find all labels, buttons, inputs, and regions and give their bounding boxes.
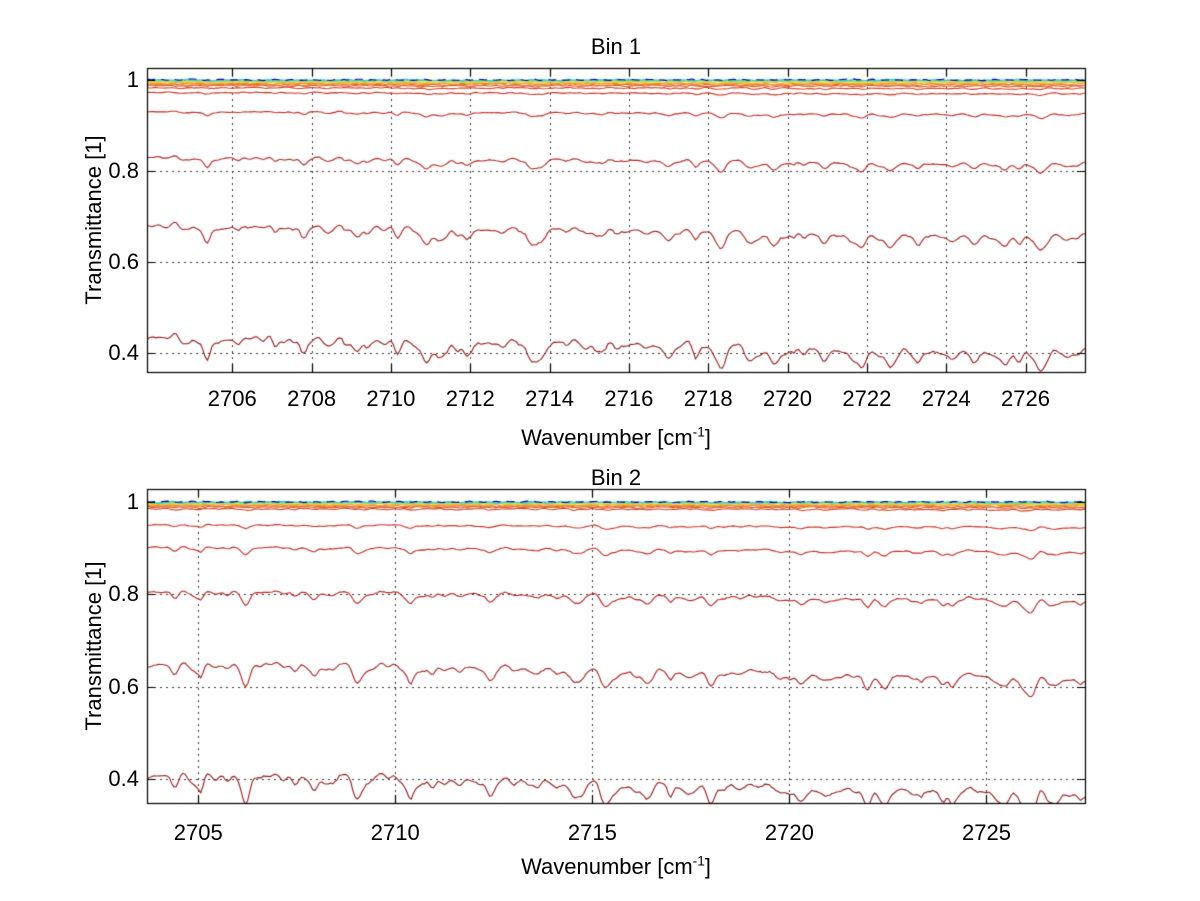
bin2-x-axis-label-superscript: -1: [692, 853, 705, 869]
bin2-y-tick-label: 0.8: [108, 581, 139, 607]
bin2-x-axis-label: Wavenumber [cm-1]: [147, 854, 1085, 880]
bin1-y-tick-label: 1: [126, 66, 139, 92]
bin2-title: Bin 2: [590, 465, 642, 490]
bin2-y-tick-label: 0.4: [108, 765, 139, 791]
bin1-x-tick-label: 2718: [683, 386, 733, 411]
bin2-y-tick-label: 0.6: [108, 673, 139, 699]
bin1-y-tick-label: 0.6: [108, 248, 139, 274]
bin1-x-tick-label: 2714: [525, 386, 575, 411]
bin2-x-axis-label-close: ]: [704, 854, 711, 879]
bin1-x-tick-label: 2720: [763, 386, 812, 411]
bin2-x-tick-label: 2725: [961, 820, 1011, 845]
bin2-y-tick-label: 1: [126, 488, 139, 514]
bin2-x-tick-label: 2720: [764, 820, 814, 845]
bin1-y-tick-label: 0.8: [108, 157, 139, 183]
bin1-x-tick-label: 2724: [921, 386, 971, 411]
bin1-x-tick-label: 2710: [366, 386, 416, 411]
bin2-x-tick-label: 2715: [567, 820, 617, 845]
bin2-x-tick-label: 2710: [370, 820, 420, 845]
bin1-x-axis-label-close: ]: [704, 425, 711, 450]
bin1-x-axis-label-superscript: -1: [692, 424, 705, 440]
bin1-x-axis-label-text: Wavenumber [cm: [521, 425, 693, 450]
bin2-x-axis-label-text: Wavenumber [cm: [521, 854, 693, 879]
bin1-x-tick-label: 2706: [207, 386, 257, 411]
bin1-x-tick-label: 2708: [287, 386, 337, 411]
bin1-x-tick-label: 2722: [842, 386, 892, 411]
bin1-x-axis-label: Wavenumber [cm-1]: [147, 425, 1085, 451]
bin1-x-tick-label: 2716: [604, 386, 654, 411]
bin1-x-tick-label: 2726: [1001, 386, 1050, 411]
bin2-x-tick-label: 2705: [173, 820, 223, 845]
bin1-x-tick-label: 2712: [445, 386, 495, 411]
bin1-title: Bin 1: [590, 34, 642, 59]
bin1-y-tick-label: 0.4: [108, 339, 139, 365]
